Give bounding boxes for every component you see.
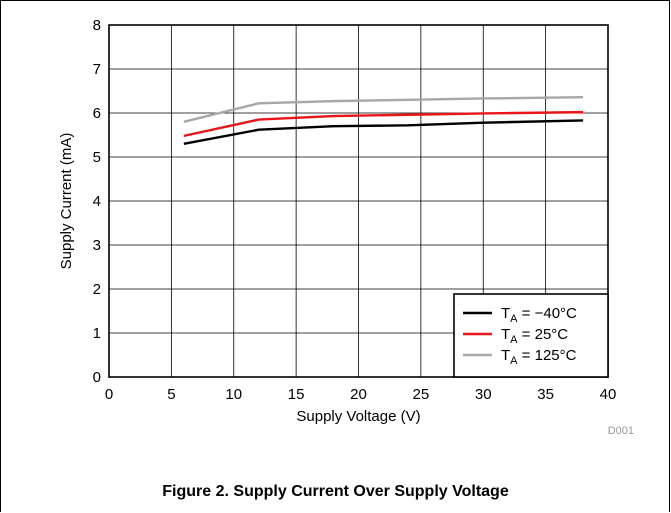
legend-label: TA = 125°C	[501, 347, 577, 367]
y-axis-title: Supply Current (mA)	[58, 133, 75, 270]
series-line	[183, 110, 584, 138]
figure-caption: Figure 2. Supply Current Over Supply Vol…	[162, 483, 509, 500]
x-tick-label: 40	[600, 386, 617, 403]
y-tick-label: 0	[93, 369, 101, 386]
x-tick-label: 20	[350, 386, 367, 403]
y-tick-label: 6	[93, 105, 101, 122]
y-tick-label: 1	[93, 325, 101, 342]
y-tick-label: 7	[93, 61, 101, 78]
x-tick-label: 25	[413, 386, 430, 403]
x-tick-label: 15	[288, 386, 305, 403]
y-tick-label: 4	[93, 193, 101, 210]
y-tick-label: 8	[93, 17, 101, 34]
series-line	[183, 119, 584, 145]
series-line	[183, 95, 584, 123]
legend-label: TA = 25°C	[501, 326, 568, 346]
x-tick-label: 10	[225, 386, 242, 403]
plot-border	[108, 24, 609, 378]
x-tick-label: 0	[105, 386, 113, 403]
y-tick-label: 2	[93, 281, 101, 298]
chart: 0 5 10 15 20 25 30 35 40 0 1 2 3 4 5 6 7 8 Supply Voltage …	[58, 17, 634, 437]
legend-box	[453, 293, 609, 378]
y-tick-label: 3	[93, 237, 101, 254]
x-axis-title: Supply Voltage (V)	[296, 408, 420, 425]
x-tick-label: 5	[167, 386, 175, 403]
x-tick-label: 30	[475, 386, 492, 403]
x-tick-label: 35	[537, 386, 554, 403]
y-tick-label: 5	[93, 149, 101, 166]
figure-code: D001	[608, 425, 634, 437]
legend-label: TA = −40°C	[501, 305, 577, 325]
